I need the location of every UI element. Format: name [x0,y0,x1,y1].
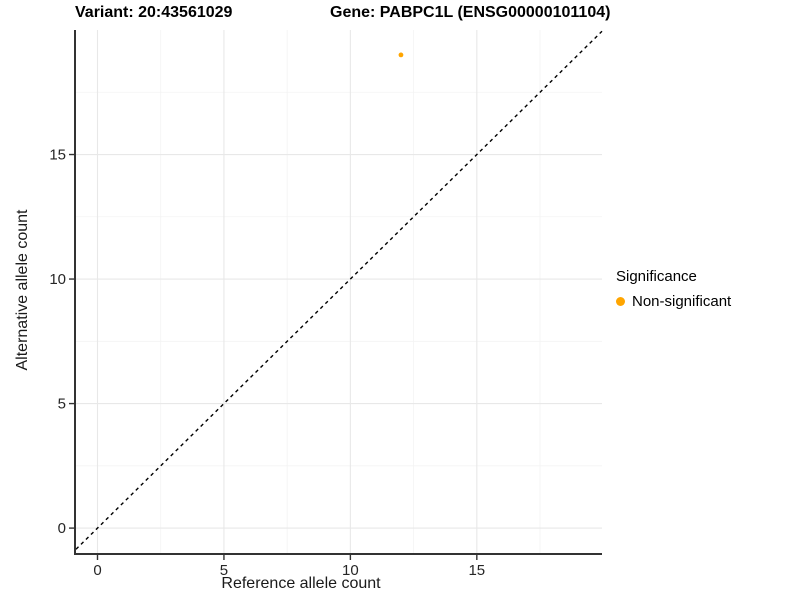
plot-title-variant: Variant: 20:43561029 [75,4,233,21]
legend-point-icon [616,297,625,306]
y-axis-label: Alternative allele count [14,209,31,371]
legend-item-label: Non-significant [632,293,732,310]
plot-title-gene: Gene: PABPC1L (ENSG00000101104) [330,4,611,21]
x-tick-label: 10 [342,562,359,579]
data-point [398,52,404,58]
x-tick-label: 15 [468,562,485,579]
legend-item: Non-significant [616,293,731,310]
x-tick-label: 0 [93,562,101,579]
y-tick-label: 10 [49,271,66,288]
y-tick-label: 0 [58,520,66,537]
x-axis-label: Reference allele count [221,575,381,592]
legend-title: Significance [616,268,697,285]
x-tick-label: 5 [220,562,228,579]
legend: Significance Non-significant [616,268,731,310]
y-tick-label: 15 [49,147,66,164]
identity-line [75,30,603,550]
y-tick-label: 5 [58,396,66,413]
